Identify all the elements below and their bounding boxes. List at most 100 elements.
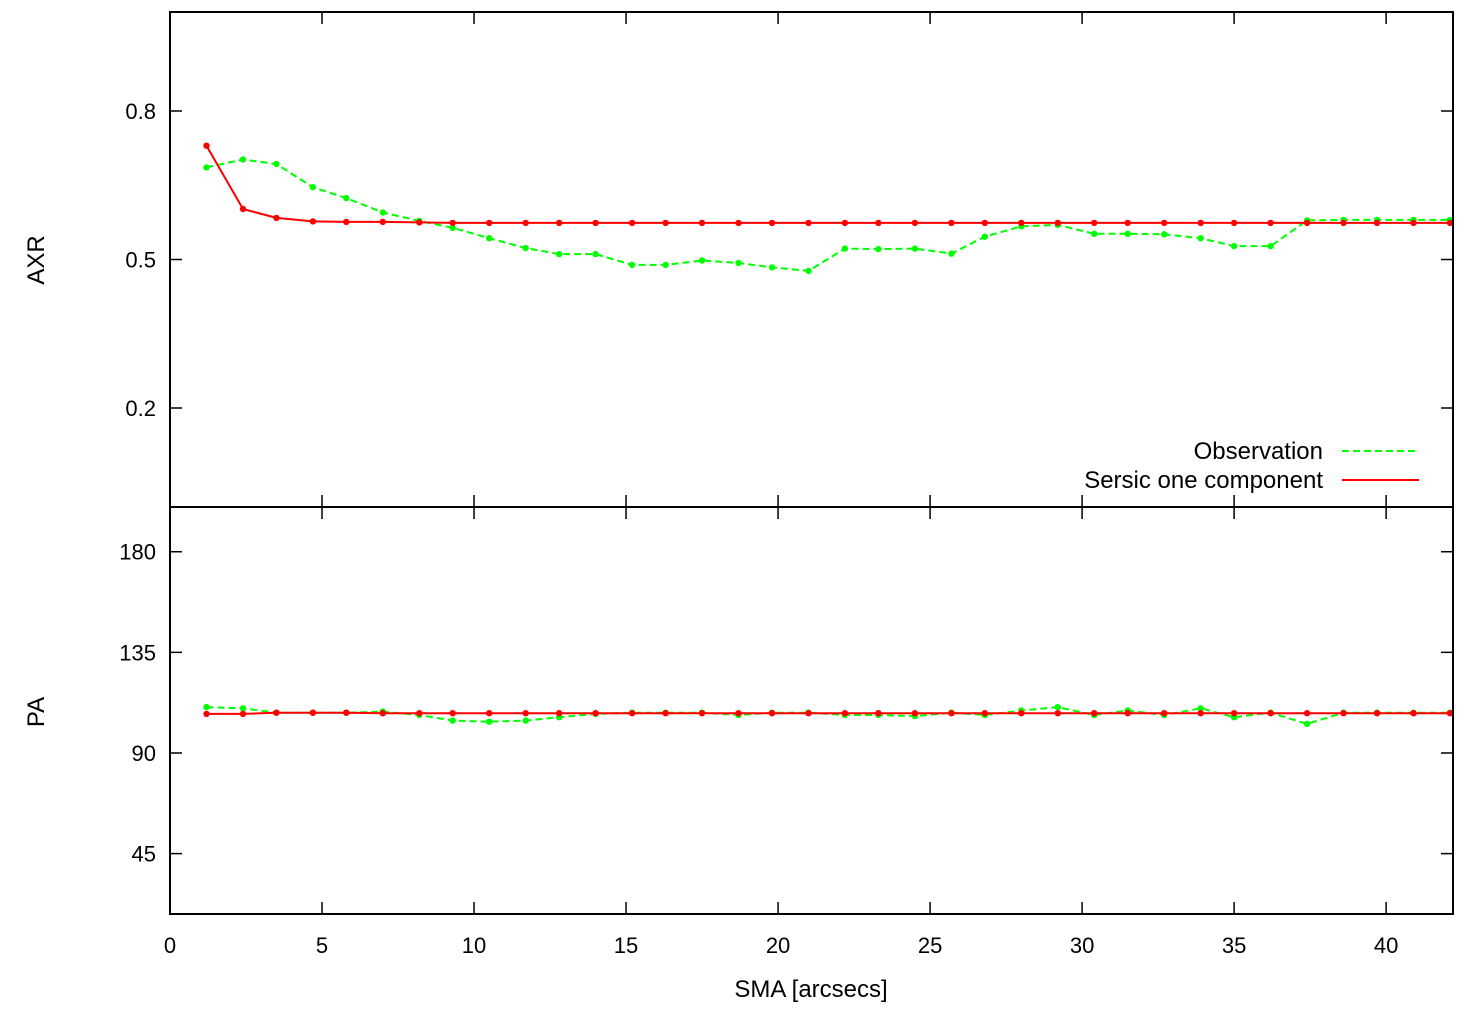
pa-point-sersic (203, 710, 210, 718)
pa-point-sersic (309, 709, 317, 716)
pa-point-observation (522, 717, 529, 724)
legend-label-observation: Observation (1194, 438, 1323, 465)
axr-point-observation (875, 245, 882, 253)
axr-series-layer (203, 142, 1454, 275)
axr-series-line-sersic (205, 145, 1450, 224)
pa-point-sersic (875, 710, 882, 717)
axr-point-observation (203, 164, 210, 171)
axr-point-sersic (981, 219, 988, 227)
pa-point-sersic (343, 709, 350, 716)
axr-point-sersic (1446, 219, 1454, 227)
axr-point-sersic (1410, 219, 1417, 227)
axr-point-sersic (343, 218, 350, 226)
pa-point-sersic (1410, 710, 1417, 717)
pa-ytick-label: 180 (119, 540, 156, 565)
axr-point-sersic (486, 219, 493, 227)
axr-point-observation (1124, 230, 1131, 237)
axr-point-observation (948, 250, 955, 257)
axr-point-observation (343, 194, 350, 202)
axr-y-axis-title: AXR (23, 235, 50, 284)
pa-point-sersic (556, 710, 563, 717)
axr-point-sersic (1340, 219, 1347, 227)
xtick-label: 10 (462, 933, 486, 958)
pa-series-layer (203, 703, 1454, 728)
pa-ytick-label: 45 (132, 842, 156, 867)
axr-point-sersic (805, 219, 812, 227)
xtick-label: 40 (1374, 933, 1398, 958)
axr-point-observation (486, 235, 493, 242)
pa-point-sersic (1161, 710, 1168, 717)
axr-point-sersic (203, 142, 210, 149)
legend-label-sersic: Sersic one component (1084, 467, 1323, 494)
pa-point-observation (486, 718, 493, 725)
pa-point-observation (1197, 705, 1204, 712)
pa-point-sersic (449, 710, 456, 717)
axr-point-observation (273, 160, 280, 168)
axr-point-observation (379, 209, 386, 216)
xtick-label: 5 (316, 933, 328, 958)
pa-point-sersic (1267, 710, 1274, 717)
pa-point-observation (1054, 703, 1062, 711)
pa-point-sersic (1054, 710, 1062, 717)
axr-point-sersic (1054, 219, 1062, 227)
pa-point-sersic (522, 710, 529, 717)
pa-point-sersic (379, 710, 386, 717)
axr-point-observation (309, 184, 317, 191)
axr-point-observation (1161, 231, 1168, 238)
axr-point-observation (805, 267, 812, 275)
pa-point-sersic (592, 710, 599, 717)
pa-point-sersic (1446, 710, 1454, 717)
pa-point-sersic (662, 710, 669, 717)
xtick-label: 20 (766, 933, 790, 958)
pa-point-sersic (735, 710, 742, 717)
axr-point-sersic (449, 219, 456, 227)
axr-point-sersic (273, 214, 280, 222)
axr-point-observation (239, 156, 247, 163)
axr-point-sersic (1197, 219, 1204, 227)
axr-point-sersic (1161, 219, 1168, 227)
pa-ytick-label: 135 (119, 640, 156, 665)
axr-point-sersic (556, 219, 563, 227)
pa-point-sersic (273, 709, 280, 716)
x-axis-title: SMA [arcsecs] (734, 976, 887, 1003)
pa-point-sersic (768, 710, 776, 717)
axr-point-sersic (239, 205, 247, 213)
axr-point-observation (841, 245, 849, 252)
axr-point-sersic (1124, 219, 1131, 227)
axr-panel: 0.2 0.5 0.8 AXR Observation Sersic one com… (23, 11, 1454, 508)
pa-point-sersic (911, 710, 919, 717)
axr-point-observation (628, 261, 636, 269)
axr-point-sersic (379, 218, 386, 226)
axr-point-observation (556, 250, 563, 258)
axr-plot-frame (169, 11, 1454, 508)
axr-point-observation (662, 261, 669, 269)
axr-point-observation (592, 250, 599, 258)
axr-point-observation (1267, 242, 1274, 250)
pa-point-sersic (416, 710, 423, 717)
axr-point-sersic (628, 219, 636, 227)
pa-point-sersic (805, 710, 812, 717)
pa-plot-frame (169, 506, 1454, 915)
axr-point-sersic (522, 219, 529, 227)
xtick-label: 35 (1222, 933, 1246, 958)
xtick-label: 0 (164, 933, 176, 958)
pa-point-sersic (1091, 710, 1098, 717)
axr-point-sersic (875, 219, 882, 227)
axr-point-observation (1197, 235, 1204, 242)
pa-point-sersic (1340, 710, 1347, 717)
pa-point-observation (449, 717, 456, 724)
pa-series-line-observation (206, 706, 1450, 725)
pa-point-sersic (486, 710, 493, 717)
axr-point-sersic (416, 219, 423, 226)
pa-point-sersic (1373, 710, 1381, 717)
axr-ytick-label: 0.5 (125, 248, 156, 273)
pa-ticks-layer: 45 90 135 180 0 5 10 15 20 25 30 35 40 (119, 507, 1453, 958)
axr-series-line-observation (206, 158, 1450, 272)
axr-point-sersic (662, 219, 669, 227)
pa-point-observation (239, 705, 247, 712)
axr-point-sersic (768, 219, 776, 227)
pa-series-line-sersic (206, 711, 1450, 715)
pa-point-sersic (1303, 710, 1311, 717)
pa-point-sersic (239, 710, 247, 718)
pa-point-sersic (1197, 710, 1204, 717)
